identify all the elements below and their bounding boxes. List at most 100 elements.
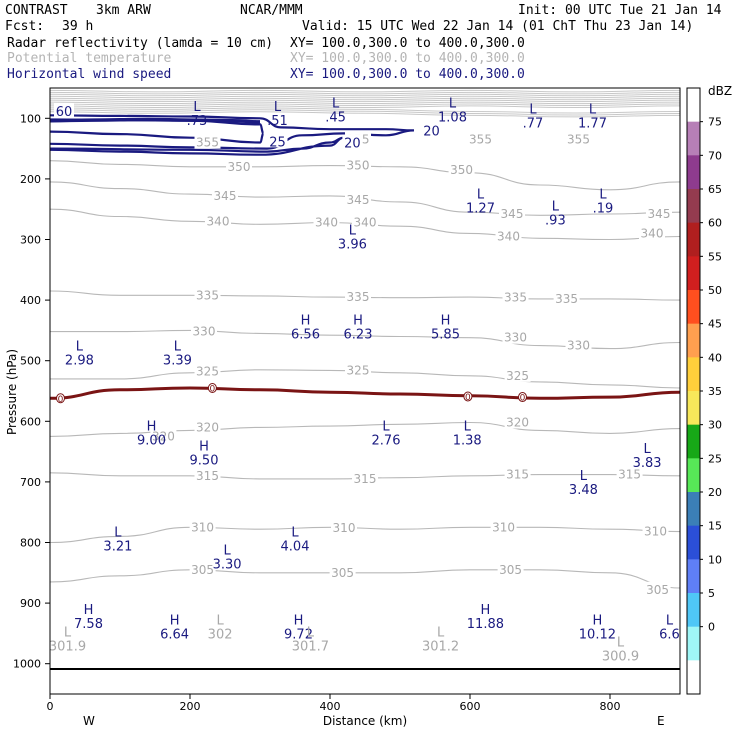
theta-label: 330 bbox=[193, 325, 216, 339]
theta-label-bg bbox=[189, 561, 216, 576]
colorbar-level-label: 65 bbox=[708, 183, 722, 196]
wind-label: 60 bbox=[56, 105, 73, 120]
model-name: CONTRAST bbox=[5, 3, 68, 18]
theta-label: 325 bbox=[196, 365, 219, 379]
extremum-type: H bbox=[481, 603, 491, 618]
theta-label-bg bbox=[194, 134, 221, 149]
theta-label-bg bbox=[502, 329, 529, 344]
extremum-value: 4.04 bbox=[281, 539, 310, 554]
extremum-value: 6.23 bbox=[344, 327, 373, 342]
extremum-value: 9.72 bbox=[284, 627, 313, 642]
field-xy-reflectivity: XY= 100.0,300.0 to 400.0,300.0 bbox=[290, 36, 525, 51]
colorbar-swatch bbox=[687, 660, 700, 695]
y-tick-label: 300 bbox=[20, 234, 41, 247]
x-tick-label: 200 bbox=[180, 700, 201, 713]
y-tick-label: 200 bbox=[20, 173, 41, 186]
field-name-wind: Horizontal wind speed bbox=[7, 67, 171, 82]
extremum-type: H bbox=[441, 313, 451, 328]
extremum-value: 301.7 bbox=[292, 639, 329, 654]
extremum-type: L bbox=[589, 102, 597, 117]
colorbar-level-label: 45 bbox=[708, 318, 722, 331]
extremum-type: L bbox=[477, 187, 485, 202]
reflectivity-zero-marker bbox=[207, 382, 217, 393]
colorbar-level-label: 20 bbox=[708, 486, 722, 499]
theta-label-bg bbox=[226, 158, 252, 173]
theta-label-bg bbox=[490, 519, 517, 534]
extremum-value: 6.6 bbox=[659, 627, 680, 642]
colorbar-swatch bbox=[687, 256, 700, 291]
extremum-type: L bbox=[464, 419, 472, 434]
wind-label-bg bbox=[342, 134, 363, 149]
y-tick-label: 700 bbox=[20, 476, 41, 489]
theta-contour-line bbox=[50, 526, 680, 544]
colorbar-swatch bbox=[687, 559, 700, 594]
theta-label-bg bbox=[194, 419, 221, 434]
valid-time: Valid: 15 UTC Wed 22 Jan 14 (01 ChT Thu … bbox=[302, 19, 693, 34]
x-tick-label: 800 bbox=[600, 700, 621, 713]
theta-label-bg bbox=[313, 214, 340, 229]
extremum-value: 1.27 bbox=[466, 201, 495, 216]
reflectivity-zero-marker-label: 0 bbox=[210, 384, 216, 394]
extremum-type: H bbox=[301, 313, 311, 328]
x-axis-label: Distance (km) bbox=[323, 714, 407, 728]
colorbar-level-label: 75 bbox=[708, 116, 722, 129]
x-tick-label: 0 bbox=[47, 700, 54, 713]
extremum-value: 3.48 bbox=[569, 483, 598, 498]
theta-label: 310 bbox=[644, 525, 667, 539]
wind-label-bg bbox=[54, 103, 74, 118]
theta-dense-line bbox=[50, 103, 680, 107]
reflectivity-contour: 0 0 0 0 bbox=[50, 382, 680, 405]
extremum-type: H bbox=[170, 613, 180, 628]
theta-label-bg bbox=[212, 187, 238, 202]
theta-label: 345 bbox=[648, 207, 671, 221]
theta-label-bg bbox=[497, 561, 524, 576]
y-tick-label: 600 bbox=[20, 415, 41, 428]
theta-dense-line bbox=[50, 93, 680, 97]
extremum-type: L bbox=[291, 525, 299, 540]
theta-label: 355 bbox=[196, 136, 219, 150]
theta-label-bg bbox=[646, 206, 672, 221]
theta-label-bg bbox=[345, 362, 371, 377]
extremum-type: L bbox=[223, 544, 231, 559]
field-name-reflectivity: Radar reflectivity (lamda = 10 cm) bbox=[7, 36, 273, 51]
theta-dense-line bbox=[50, 89, 680, 93]
theta-label: 305 bbox=[191, 563, 214, 577]
theta-label-bg bbox=[502, 289, 529, 304]
theta-dense-line bbox=[50, 109, 680, 116]
extremum-type: H bbox=[84, 603, 94, 618]
theta-label: 330 bbox=[567, 339, 590, 353]
extremum-value: 2.76 bbox=[372, 433, 401, 448]
y-tick-label: 400 bbox=[20, 294, 41, 307]
extremum-value: 3.96 bbox=[338, 238, 367, 253]
extremum-type: L bbox=[193, 100, 201, 115]
colorbar-swatch bbox=[687, 189, 700, 224]
x-axis: 0 200 400 600 800 bbox=[47, 694, 621, 713]
extremum-type: L bbox=[274, 100, 282, 115]
colorbar-swatch bbox=[687, 593, 700, 628]
organization: NCAR/MMM bbox=[240, 3, 303, 18]
theta-label: 350 bbox=[450, 163, 473, 177]
theta-label-bg bbox=[504, 367, 531, 382]
x-tick-label: 600 bbox=[460, 700, 481, 713]
extremum-value: .19 bbox=[593, 201, 614, 216]
theta-label-bg bbox=[448, 161, 475, 176]
theta-contour-line bbox=[50, 569, 680, 589]
colorbar-level-label: 25 bbox=[708, 452, 722, 465]
theta-label: 355 bbox=[469, 133, 492, 147]
extremum-type: H bbox=[593, 613, 603, 628]
field-xy-theta: XY= 100.0,300.0 to 400.0,300.0 bbox=[290, 51, 525, 66]
theta-label: 310 bbox=[492, 520, 515, 534]
y-axis: 100 200 300 400 500 600 700 800 900 1000 bbox=[13, 112, 50, 671]
colorbar-swatch bbox=[687, 323, 700, 358]
extremum-type: L bbox=[599, 187, 607, 202]
extremum-type: L bbox=[332, 96, 340, 111]
extremum-value: 9.00 bbox=[137, 433, 166, 448]
colorbar-level-label: 70 bbox=[708, 149, 722, 162]
colorbar-swatch bbox=[687, 290, 700, 325]
extremum-value: 2.98 bbox=[65, 353, 94, 368]
jet-core-line bbox=[50, 117, 261, 124]
x-tick-label: 400 bbox=[320, 700, 341, 713]
wind-label-bg bbox=[421, 122, 442, 137]
theta-dense-line bbox=[50, 105, 680, 109]
